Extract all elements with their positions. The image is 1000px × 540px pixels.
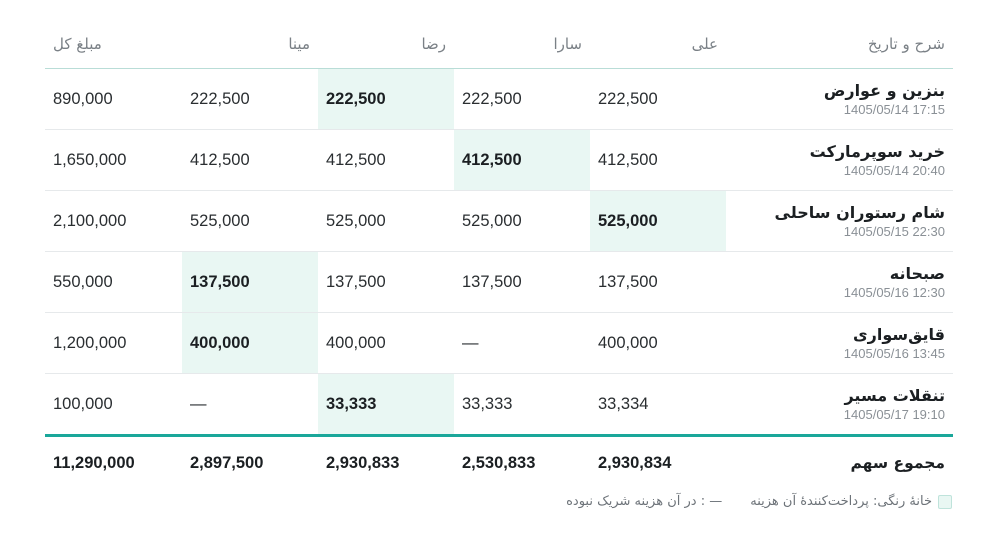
header-person: سارا	[454, 20, 590, 69]
legend-dash-note: — : در آن هزینه شریک نبوده	[566, 494, 723, 509]
expense-description-cell: خرید سوپرمارکت 1405/05/14 20:40	[726, 129, 953, 191]
share-cell: 525,000	[182, 190, 318, 252]
share-cell: 33,333	[454, 373, 590, 436]
table-header-row: شرح و تاریخ علی سارا رضا مینا مبلغ کل	[45, 20, 953, 69]
total-share-cell: 2,530,833	[454, 434, 590, 489]
grand-total-cell: 11,290,000	[45, 434, 182, 489]
legend: خانهٔ رنگی: پرداخت‌کنندهٔ آن هزینه — : د…	[566, 494, 952, 509]
expense-total-cell: 100,000	[45, 373, 182, 436]
share-cell-payer: 525,000	[590, 190, 726, 252]
expense-split-table: شرح و تاریخ علی سارا رضا مینا مبلغ کل بن…	[45, 20, 953, 489]
share-cell: 33,334	[590, 373, 726, 436]
expense-total-cell: 1,200,000	[45, 312, 182, 374]
expense-datetime: 1405/05/17 19:10	[843, 407, 945, 422]
expense-datetime: 1405/05/14 20:40	[843, 163, 945, 178]
totals-row: مجموع سهم 2,930,834 2,530,833 2,930,833 …	[45, 434, 953, 489]
share-cell: —	[182, 373, 318, 436]
share-cell: 222,500	[590, 68, 726, 130]
total-share-cell: 2,930,833	[318, 434, 454, 489]
share-cell: 222,500	[182, 68, 318, 130]
highlight-swatch-icon	[938, 494, 952, 509]
share-cell: 525,000	[318, 190, 454, 252]
expense-title: تنقلات مسیر	[844, 386, 945, 405]
share-cell: 222,500	[454, 68, 590, 130]
table-row: بنزین و عوارض 1405/05/14 17:15 222,500 222,…	[45, 68, 953, 130]
table-body: بنزین و عوارض 1405/05/14 17:15 222,500 222,…	[45, 68, 953, 436]
share-cell-payer: 33,333	[318, 373, 454, 436]
share-cell: 412,500	[318, 129, 454, 191]
header-total: مبلغ کل	[45, 20, 182, 69]
expense-title: بنزین و عوارض	[823, 81, 945, 100]
expense-datetime: 1405/05/16 13:45	[843, 346, 945, 361]
share-cell-payer: 412,500	[454, 129, 590, 191]
table-row: صبحانه 1405/05/16 12:30 137,500 137,500 137,…	[45, 251, 953, 313]
header-description: شرح و تاریخ	[726, 20, 953, 69]
expense-title: قایق‌سواری	[852, 325, 945, 344]
share-cell: 525,000	[454, 190, 590, 252]
expense-total-cell: 550,000	[45, 251, 182, 313]
header-person: مینا	[182, 20, 318, 69]
share-cell: 412,500	[590, 129, 726, 191]
expense-description-cell: بنزین و عوارض 1405/05/14 17:15	[726, 68, 953, 130]
totals-label: مجموع سهم	[726, 434, 953, 489]
share-cell-payer: 137,500	[182, 251, 318, 313]
total-share-cell: 2,930,834	[590, 434, 726, 489]
share-cell-payer: 400,000	[182, 312, 318, 374]
share-cell: 400,000	[590, 312, 726, 374]
share-cell: 400,000	[318, 312, 454, 374]
total-share-cell: 2,897,500	[182, 434, 318, 489]
expense-datetime: 1405/05/14 17:15	[843, 102, 945, 117]
expense-total-cell: 890,000	[45, 68, 182, 130]
expense-title: صبحانه	[889, 264, 945, 283]
expense-description-cell: قایق‌سواری 1405/05/16 13:45	[726, 312, 953, 374]
table-row: شام رستوران ساحلی 1405/05/15 22:30 525,000…	[45, 190, 953, 252]
header-person: رضا	[318, 20, 454, 69]
expense-total-cell: 1,650,000	[45, 129, 182, 191]
expense-title: خرید سوپرمارکت	[809, 142, 945, 161]
share-cell: 137,500	[318, 251, 454, 313]
expense-split-table-container: شرح و تاریخ علی سارا رضا مینا مبلغ کل بن…	[45, 20, 953, 489]
share-cell: 137,500	[454, 251, 590, 313]
table-row: تنقلات مسیر 1405/05/17 19:10 33,334 33,333 3…	[45, 373, 953, 436]
expense-description-cell: صبحانه 1405/05/16 12:30	[726, 251, 953, 313]
share-cell: —	[454, 312, 590, 374]
table-row: قایق‌سواری 1405/05/16 13:45 400,000—400,00…	[45, 312, 953, 374]
share-cell: 412,500	[182, 129, 318, 191]
legend-payer-note: خانهٔ رنگی: پرداخت‌کنندهٔ آن هزینه	[750, 494, 932, 509]
expense-datetime: 1405/05/16 12:30	[843, 285, 945, 300]
share-cell-payer: 222,500	[318, 68, 454, 130]
expense-datetime: 1405/05/15 22:30	[843, 224, 945, 239]
share-cell: 137,500	[590, 251, 726, 313]
table-row: خرید سوپرمارکت 1405/05/14 20:40 412,500 412…	[45, 129, 953, 191]
expense-description-cell: شام رستوران ساحلی 1405/05/15 22:30	[726, 190, 953, 252]
header-person: علی	[590, 20, 726, 69]
expense-total-cell: 2,100,000	[45, 190, 182, 252]
expense-description-cell: تنقلات مسیر 1405/05/17 19:10	[726, 373, 953, 436]
expense-title: شام رستوران ساحلی	[774, 203, 945, 222]
